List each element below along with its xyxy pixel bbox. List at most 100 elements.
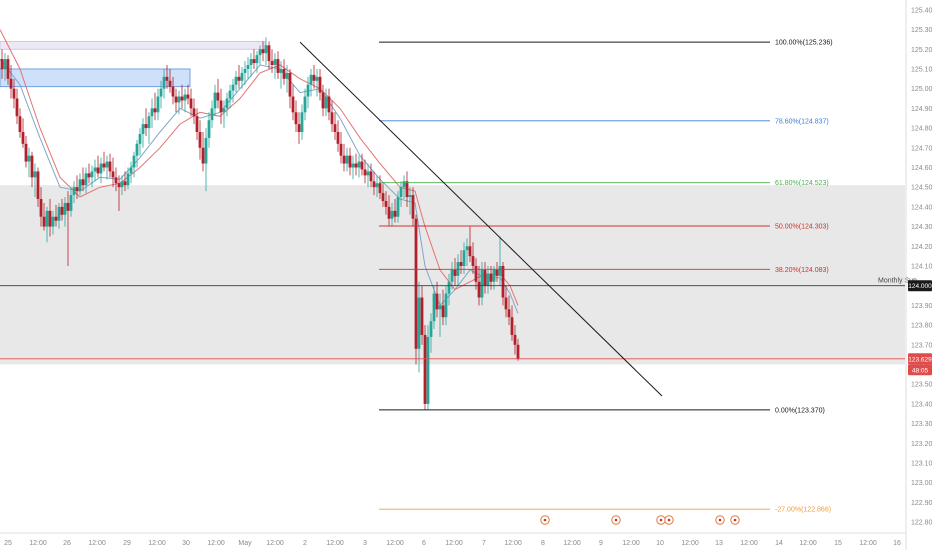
- candle[interactable]: [498, 236, 502, 286]
- candle[interactable]: [414, 214, 418, 365]
- candle[interactable]: [228, 84, 232, 109]
- candle[interactable]: [417, 281, 421, 373]
- candle[interactable]: [363, 159, 367, 184]
- candle[interactable]: [240, 66, 244, 89]
- candle[interactable]: [450, 262, 454, 290]
- candle[interactable]: [420, 285, 424, 345]
- candle[interactable]: [21, 118, 25, 148]
- candle[interactable]: [270, 49, 274, 73]
- candle[interactable]: [195, 108, 199, 140]
- candle[interactable]: [285, 65, 289, 93]
- candle[interactable]: [507, 295, 511, 326]
- candle[interactable]: [75, 175, 79, 200]
- candle[interactable]: [516, 338, 520, 361]
- candle[interactable]: [204, 128, 208, 192]
- candle[interactable]: [447, 273, 451, 306]
- candle[interactable]: [81, 167, 85, 192]
- candle[interactable]: [150, 98, 154, 129]
- candle[interactable]: [231, 78, 235, 103]
- candle[interactable]: [39, 187, 43, 227]
- candle[interactable]: [444, 285, 448, 326]
- candle[interactable]: [387, 195, 391, 227]
- candle[interactable]: [198, 120, 202, 160]
- candle[interactable]: [0, 49, 4, 79]
- candle[interactable]: [267, 41, 271, 69]
- candle[interactable]: [36, 167, 40, 207]
- candle[interactable]: [216, 78, 220, 109]
- candle[interactable]: [297, 112, 301, 144]
- candle[interactable]: [495, 262, 499, 282]
- candle[interactable]: [42, 202, 46, 231]
- candle[interactable]: [111, 157, 115, 188]
- candle[interactable]: [294, 100, 298, 133]
- candle[interactable]: [171, 76, 175, 105]
- candle[interactable]: [429, 313, 433, 353]
- candle[interactable]: [399, 181, 403, 207]
- candle[interactable]: [213, 84, 217, 117]
- candle[interactable]: [153, 92, 157, 121]
- candle[interactable]: [159, 80, 163, 109]
- candle[interactable]: [201, 132, 205, 172]
- candle[interactable]: [351, 155, 355, 180]
- candle[interactable]: [9, 65, 13, 99]
- candle[interactable]: [471, 242, 475, 274]
- candle[interactable]: [255, 51, 259, 73]
- candle[interactable]: [138, 128, 142, 156]
- candle[interactable]: [327, 88, 331, 121]
- candle[interactable]: [291, 84, 295, 121]
- candle[interactable]: [15, 88, 19, 125]
- candle[interactable]: [237, 65, 241, 89]
- candle[interactable]: [66, 191, 70, 266]
- candle[interactable]: [123, 171, 127, 192]
- candle[interactable]: [93, 159, 97, 182]
- candle[interactable]: [306, 76, 310, 109]
- candle[interactable]: [369, 163, 373, 188]
- candle[interactable]: [462, 242, 466, 274]
- candle[interactable]: [126, 167, 130, 190]
- event-marker-icon[interactable]: [664, 515, 674, 525]
- candle[interactable]: [513, 325, 517, 355]
- candle[interactable]: [33, 163, 37, 198]
- candle[interactable]: [102, 151, 106, 172]
- candle[interactable]: [90, 165, 94, 188]
- candle[interactable]: [465, 238, 469, 266]
- candle[interactable]: [441, 289, 445, 326]
- candle[interactable]: [510, 305, 514, 341]
- candle[interactable]: [303, 88, 307, 121]
- candle[interactable]: [243, 61, 247, 85]
- candle[interactable]: [63, 197, 67, 227]
- candle[interactable]: [384, 191, 388, 215]
- candle[interactable]: [435, 281, 439, 318]
- candle[interactable]: [69, 187, 73, 217]
- candle[interactable]: [156, 88, 160, 121]
- candle[interactable]: [393, 199, 397, 223]
- candle[interactable]: [147, 112, 151, 144]
- candle[interactable]: [18, 108, 22, 138]
- candle[interactable]: [162, 68, 166, 99]
- candle[interactable]: [108, 153, 112, 178]
- candle[interactable]: [309, 68, 313, 97]
- candle[interactable]: [426, 325, 430, 410]
- event-marker-icon[interactable]: [715, 515, 725, 525]
- candle[interactable]: [99, 157, 103, 184]
- candle[interactable]: [318, 68, 322, 101]
- candle[interactable]: [372, 171, 376, 196]
- candle[interactable]: [390, 202, 394, 227]
- candle[interactable]: [402, 175, 406, 200]
- candle[interactable]: [30, 151, 34, 188]
- candle[interactable]: [345, 147, 349, 172]
- candle[interactable]: [288, 68, 292, 109]
- candle[interactable]: [300, 104, 304, 140]
- candle[interactable]: [249, 53, 253, 77]
- candle[interactable]: [273, 53, 277, 79]
- candle[interactable]: [210, 100, 214, 129]
- candle[interactable]: [96, 155, 100, 178]
- candle[interactable]: [357, 155, 361, 178]
- candle[interactable]: [474, 258, 478, 290]
- candle[interactable]: [165, 65, 169, 89]
- candle[interactable]: [186, 84, 190, 105]
- candle[interactable]: [141, 118, 145, 148]
- candle[interactable]: [339, 132, 343, 164]
